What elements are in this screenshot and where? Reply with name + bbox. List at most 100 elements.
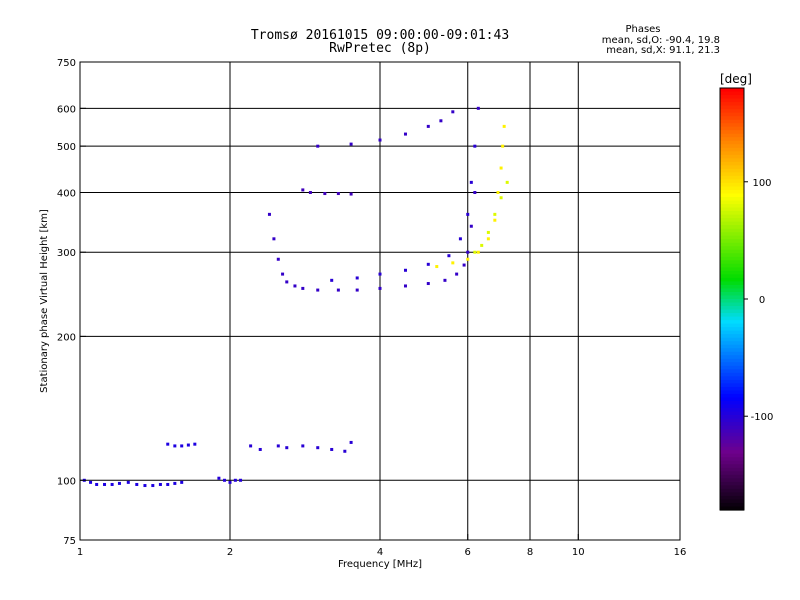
colorbar-segment bbox=[720, 211, 744, 216]
data-point bbox=[180, 444, 184, 448]
x-axis-label: Frequency [MHz] bbox=[338, 559, 422, 570]
colorbar-segment bbox=[720, 91, 744, 96]
data-point bbox=[173, 481, 177, 485]
colorbar-segment bbox=[720, 432, 744, 437]
series-o-mode-e-layer-upper bbox=[166, 442, 197, 448]
data-point bbox=[249, 444, 253, 448]
data-point bbox=[301, 188, 305, 192]
colorbar-segment bbox=[720, 137, 744, 142]
colorbar-segment bbox=[720, 415, 744, 420]
colorbar-segment bbox=[720, 320, 744, 325]
colorbar-segment bbox=[720, 460, 744, 465]
x-tick-label: 6 bbox=[465, 547, 471, 558]
colorbar-segment bbox=[720, 235, 744, 240]
colorbar-segment bbox=[720, 225, 744, 230]
y-tick-label: 600 bbox=[57, 104, 76, 115]
colorbar-segment bbox=[720, 277, 744, 283]
colorbar-segment bbox=[720, 218, 744, 223]
colorbar-segment bbox=[720, 485, 744, 490]
colorbar-segment bbox=[720, 422, 744, 427]
colorbar-segment bbox=[720, 418, 744, 423]
data-point bbox=[466, 250, 470, 254]
colorbar-segment bbox=[720, 189, 744, 195]
colorbar-segment bbox=[720, 355, 744, 360]
data-point bbox=[493, 218, 497, 222]
colorbar-segment bbox=[720, 334, 744, 339]
data-point bbox=[135, 482, 139, 486]
colorbar-segment bbox=[720, 376, 744, 381]
colorbar-segment bbox=[720, 193, 744, 198]
data-point bbox=[426, 124, 430, 128]
y-axis-label: Stationary phase Virtual Height [km] bbox=[39, 209, 50, 393]
x-tick-label: 1 bbox=[77, 547, 83, 558]
colorbar-segment bbox=[720, 154, 744, 159]
colorbar-segment bbox=[720, 242, 744, 247]
data-point bbox=[443, 278, 447, 282]
data-point bbox=[486, 237, 490, 241]
colorbar-segment bbox=[720, 436, 744, 441]
colorbar-segment bbox=[720, 221, 744, 226]
data-point bbox=[496, 190, 500, 194]
x-tick-label: 16 bbox=[674, 547, 687, 558]
colorbar-segment bbox=[720, 474, 744, 479]
colorbar-segment bbox=[720, 256, 744, 261]
colorbar-segment bbox=[720, 168, 744, 173]
data-point bbox=[455, 272, 459, 276]
data-points bbox=[82, 106, 509, 488]
y-tick-label: 75 bbox=[63, 536, 76, 547]
data-point bbox=[476, 250, 480, 254]
colorbar-segment bbox=[720, 306, 744, 311]
colorbar-segment bbox=[720, 123, 744, 128]
data-point bbox=[110, 482, 114, 486]
y-tick-label: 200 bbox=[57, 332, 76, 343]
data-point bbox=[308, 190, 312, 194]
data-point bbox=[228, 480, 232, 484]
colorbar-segment bbox=[720, 204, 744, 209]
data-point bbox=[330, 447, 334, 451]
colorbar-segment bbox=[720, 147, 744, 152]
colorbar-segment bbox=[720, 341, 744, 346]
data-point bbox=[316, 144, 320, 148]
data-point bbox=[158, 482, 162, 486]
colorbar-segment bbox=[720, 207, 744, 212]
colorbar: 100 0 -100 bbox=[719, 87, 773, 511]
data-point bbox=[451, 110, 455, 114]
data-point bbox=[272, 237, 276, 241]
phases-o-stats: mean, sd,O: -90.4, 19.8 bbox=[602, 35, 720, 46]
colorbar-segment bbox=[720, 365, 744, 370]
data-point bbox=[281, 272, 285, 276]
series-x-mode-f-trace bbox=[435, 124, 506, 269]
colorbar-segment bbox=[720, 457, 744, 462]
colorbar-segment bbox=[720, 133, 744, 138]
data-point bbox=[285, 446, 289, 450]
colorbar-segment bbox=[720, 362, 744, 367]
colorbar-segment bbox=[720, 327, 744, 332]
y-tick-label: 750 bbox=[57, 58, 76, 69]
data-point bbox=[451, 261, 455, 265]
data-point bbox=[349, 142, 353, 146]
data-point bbox=[349, 440, 353, 444]
colorbar-segment bbox=[720, 165, 744, 170]
colorbar-segment bbox=[720, 383, 744, 388]
data-point bbox=[103, 482, 107, 486]
data-point bbox=[439, 119, 443, 123]
colorbar-segment bbox=[720, 102, 744, 107]
chart-subtitle: RwPretec (8p) bbox=[329, 41, 431, 56]
colorbar-segment bbox=[720, 330, 744, 335]
colorbar-segment bbox=[720, 172, 744, 177]
data-point bbox=[117, 481, 121, 485]
y-tick-label: 500 bbox=[57, 142, 76, 153]
data-point bbox=[480, 243, 484, 247]
data-point bbox=[301, 286, 305, 290]
colorbar-segment bbox=[720, 249, 744, 254]
data-point bbox=[336, 288, 340, 292]
data-point bbox=[466, 212, 470, 216]
data-point bbox=[223, 478, 227, 482]
colorbar-segment bbox=[720, 411, 744, 416]
data-point bbox=[473, 144, 477, 148]
colorbar-segment bbox=[720, 295, 744, 300]
data-point bbox=[403, 284, 407, 288]
colorbar-segment bbox=[720, 144, 744, 149]
y-tick-label: 100 bbox=[57, 476, 76, 487]
colorbar-segment bbox=[720, 274, 744, 279]
